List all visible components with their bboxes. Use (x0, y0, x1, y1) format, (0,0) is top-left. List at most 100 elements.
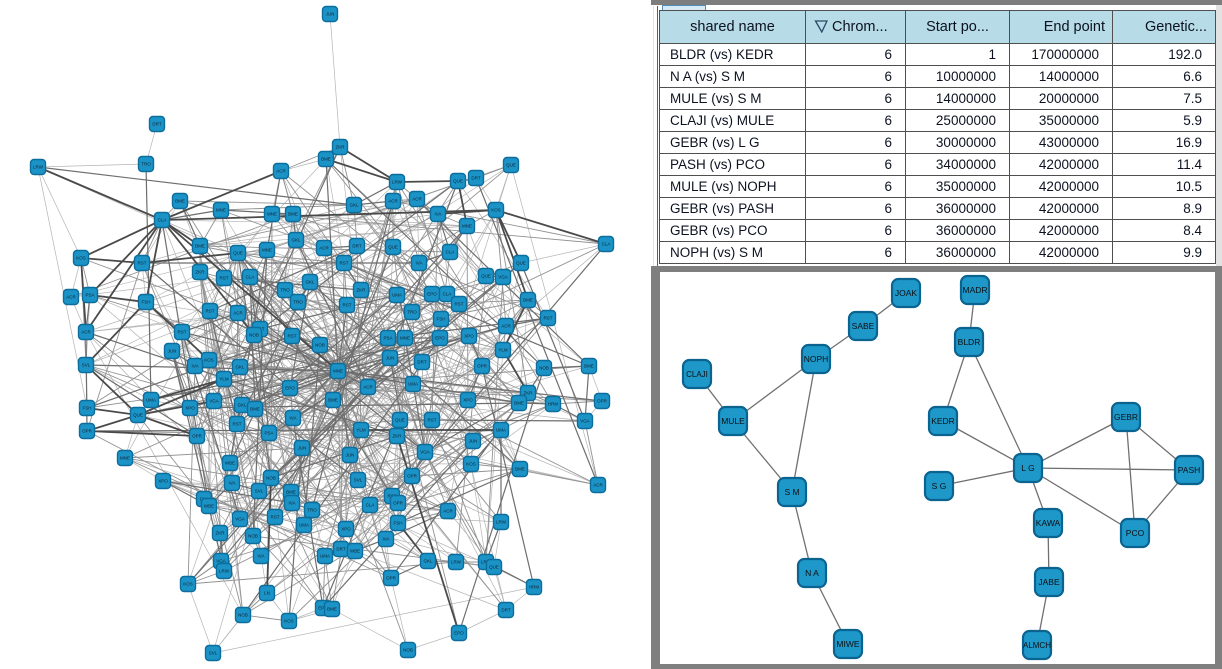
svg-text:ZKR: ZKR (336, 145, 346, 150)
svg-text:ZKR: ZKR (196, 270, 206, 275)
svg-text:UMA: UMA (146, 398, 156, 403)
svg-text:UMA: UMA (496, 428, 506, 433)
svg-text:DRT: DRT (417, 360, 426, 365)
svg-text:KAWA: KAWA (1036, 518, 1061, 528)
svg-text:BME: BME (286, 490, 296, 495)
svg-text:BLDR: BLDR (958, 337, 981, 347)
svg-text:OPR: OPR (386, 576, 397, 581)
svg-text:PSA: PSA (383, 336, 392, 341)
svg-text:KOS: KOS (204, 358, 214, 363)
svg-text:SVL: SVL (209, 651, 218, 656)
svg-text:KOS: KOS (491, 208, 501, 213)
svg-text:MIWE: MIWE (836, 639, 859, 649)
svg-text:WBE: WBE (204, 504, 214, 509)
svg-text:EPO: EPO (427, 292, 437, 297)
svg-text:FSH: FSH (142, 300, 151, 305)
svg-text:BME: BME (250, 407, 260, 412)
svg-text:RST: RST (233, 422, 242, 427)
svg-text:OPR: OPR (393, 501, 404, 506)
svg-text:ZKR: ZKR (216, 531, 226, 536)
svg-text:JABE: JABE (1038, 577, 1060, 587)
svg-text:XPO: XPO (464, 334, 474, 339)
svg-text:QUE: QUE (453, 179, 463, 184)
svg-text:VGA: VGA (216, 559, 226, 564)
svg-text:TRO: TRO (307, 508, 317, 513)
svg-text:MNE: MNE (462, 224, 472, 229)
svg-text:ACR: ACR (66, 295, 76, 300)
svg-text:OPR: OPR (82, 429, 93, 434)
svg-text:CLA: CLA (446, 250, 455, 255)
svg-text:PCO: PCO (1126, 528, 1145, 538)
svg-text:LRW: LRW (219, 569, 230, 574)
svg-text:HRM: HRM (548, 402, 558, 407)
svg-text:EPO: EPO (318, 606, 328, 611)
svg-text:JUN: JUN (326, 12, 335, 17)
svg-text:ACR: ACR (233, 311, 243, 316)
svg-text:ACR: ACR (412, 197, 422, 202)
svg-text:JUN: JUN (469, 439, 478, 444)
svg-text:BME: BME (514, 401, 524, 406)
svg-text:XPO: XPO (158, 479, 168, 484)
svg-text:YLM: YLM (498, 348, 508, 353)
svg-text:GKL: GKL (305, 280, 315, 285)
svg-text:OPR: OPR (477, 364, 488, 369)
svg-text:TRO: TRO (280, 288, 290, 293)
svg-text:NOB: NOB (248, 534, 258, 539)
svg-text:VGA: VGA (580, 419, 590, 424)
svg-text:JUN: JUN (298, 446, 307, 451)
svg-text:MNE: MNE (216, 208, 226, 213)
svg-text:ACR: ACR (501, 324, 511, 329)
svg-text:ZKR: ZKR (393, 434, 403, 439)
svg-text:PSA: PSA (264, 431, 273, 436)
svg-text:TRO: TRO (293, 300, 303, 305)
svg-text:LN: LN (264, 591, 270, 596)
svg-text:QUE: QUE (133, 413, 143, 418)
svg-text:UMA: UMA (392, 293, 402, 298)
svg-text:RST: RST (343, 303, 352, 308)
svg-text:UMA: UMA (299, 523, 309, 528)
svg-text:L G: L G (1021, 463, 1034, 473)
svg-text:QUE: QUE (506, 163, 516, 168)
svg-text:FSH: FSH (394, 521, 403, 526)
svg-text:BME: BME (175, 199, 185, 204)
svg-text:QUE: QUE (516, 261, 526, 266)
svg-text:FSH: FSH (83, 406, 92, 411)
svg-text:KEDR: KEDR (931, 416, 955, 426)
svg-text:IVA: IVA (416, 261, 423, 266)
svg-text:DRT: DRT (501, 608, 510, 613)
svg-text:CLA: CLA (443, 292, 452, 297)
svg-text:NOB: NOB (238, 613, 248, 618)
svg-text:KOS: KOS (183, 582, 193, 587)
svg-text:BME: BME (321, 157, 331, 162)
svg-text:YLM: YLM (219, 377, 229, 382)
svg-text:ACR: ACR (388, 199, 398, 204)
svg-text:RST: RST (178, 330, 187, 335)
svg-text:NOB: NOB (266, 476, 276, 481)
svg-text:QUE: QUE (481, 274, 491, 279)
svg-text:GKL: GKL (235, 365, 245, 370)
svg-text:CLA: CLA (366, 503, 375, 508)
svg-text:KOS: KOS (284, 619, 294, 624)
svg-text:BME: BME (288, 212, 298, 217)
svg-text:S M: S M (784, 487, 799, 497)
svg-text:WBE: WBE (350, 549, 360, 554)
svg-text:JUN: JUN (168, 349, 177, 354)
svg-text:RST: RST (455, 302, 464, 307)
svg-text:ALMCH: ALMCH (1023, 641, 1051, 650)
svg-text:IVA: IVA (435, 212, 442, 217)
svg-text:OPR: OPR (407, 474, 418, 479)
svg-text:HRM: HRM (529, 585, 539, 590)
svg-text:XPO: XPO (185, 406, 195, 411)
svg-text:LRW: LRW (392, 180, 403, 185)
svg-text:IVA: IVA (289, 501, 296, 506)
svg-text:VGA: VGA (235, 517, 245, 522)
svg-text:OPR: OPR (597, 399, 608, 404)
svg-text:UMA: UMA (320, 554, 330, 559)
svg-text:NOB: NOB (539, 366, 549, 371)
svg-text:MNE: MNE (267, 212, 277, 217)
svg-text:GKL: GKL (237, 403, 247, 408)
svg-text:RST: RST (271, 515, 280, 520)
svg-text:JOAK: JOAK (895, 288, 918, 298)
svg-text:PSA: PSA (85, 293, 94, 298)
svg-text:IVA: IVA (258, 554, 265, 559)
